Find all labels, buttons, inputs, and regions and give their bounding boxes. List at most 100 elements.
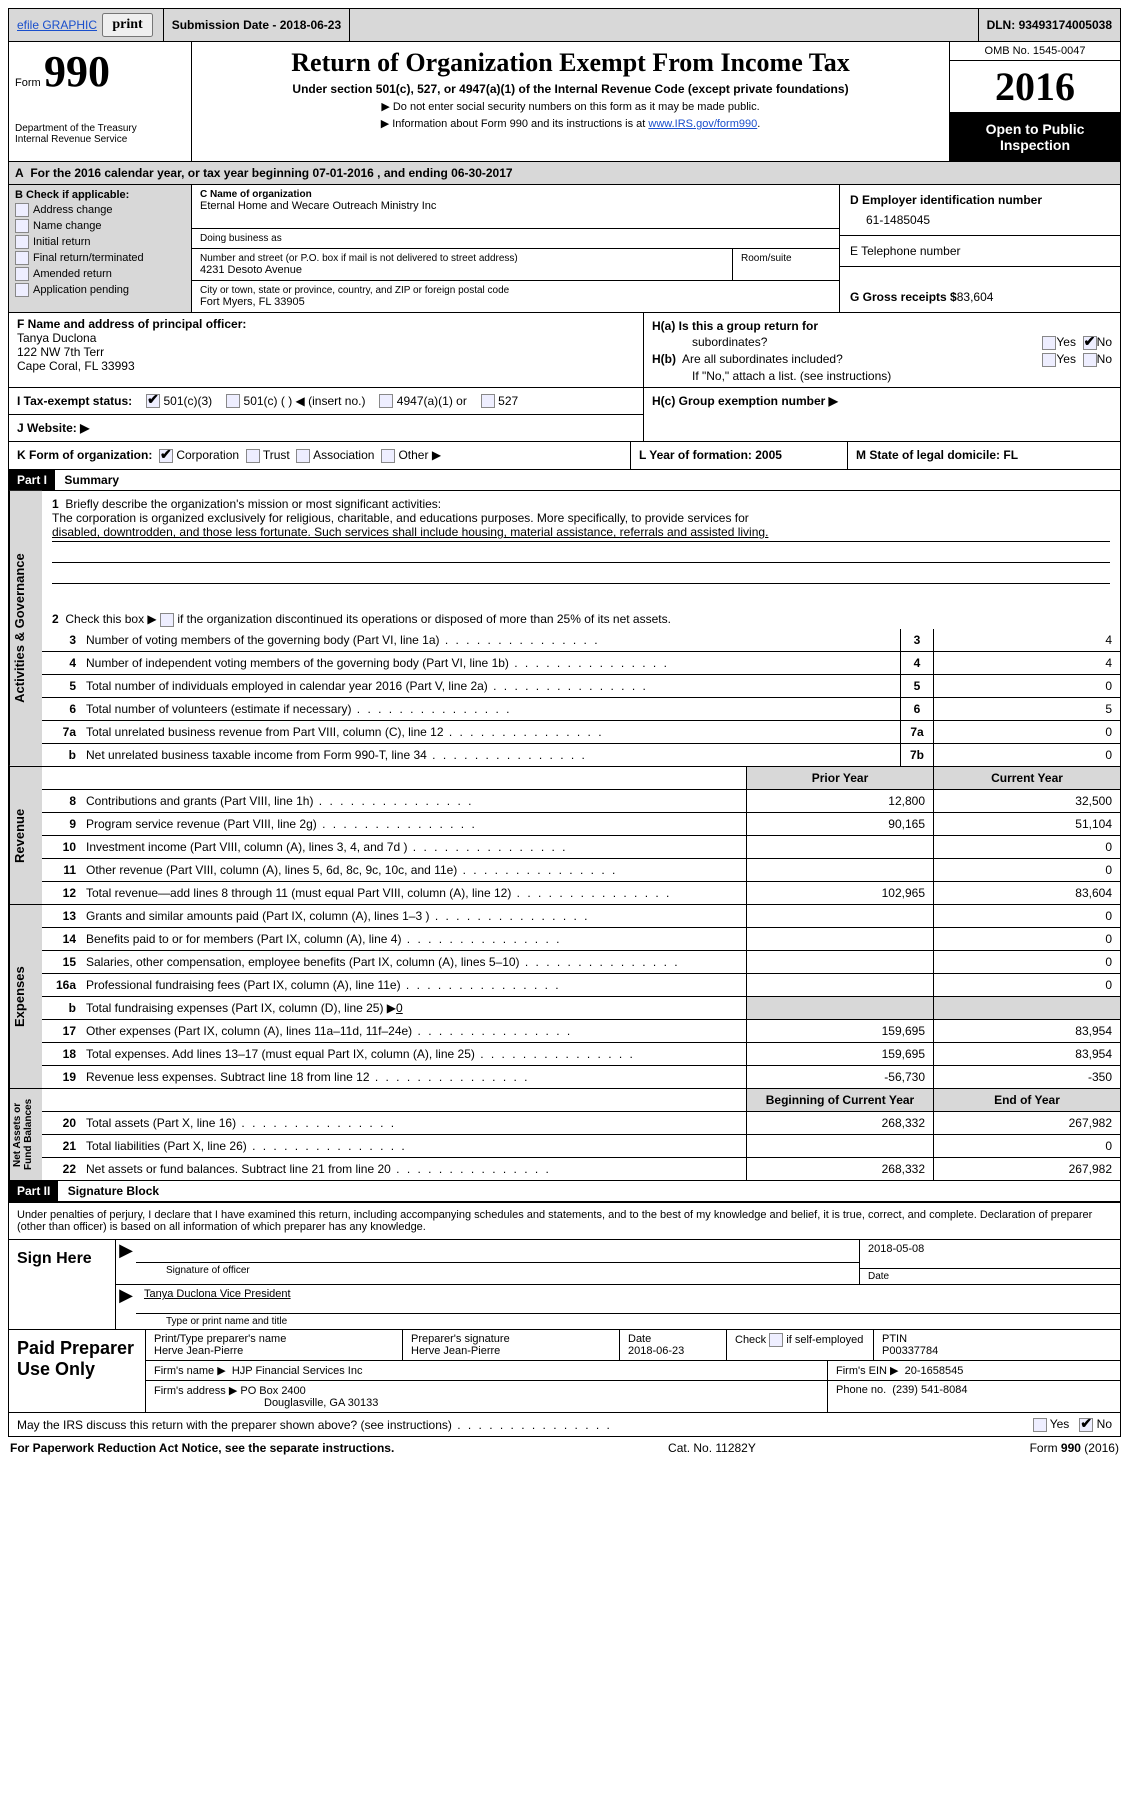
efile-link[interactable]: efile GRAPHIC (17, 18, 97, 32)
part-i-header: Part I Summary (9, 469, 1120, 491)
footer-cat: Cat. No. 11282Y (668, 1441, 756, 1455)
street: 4231 Desoto Avenue (200, 264, 724, 276)
sec-revenue: Revenue Prior Year Current Year 8 Contri… (9, 767, 1120, 905)
hdr-prior-year: Prior Year (746, 767, 933, 789)
sec-governance: Activities & Governance 1 Briefly descri… (9, 491, 1120, 767)
chk-line2[interactable] (160, 613, 174, 627)
money-line-10: 10 Investment income (Part VIII, column … (42, 835, 1120, 858)
chk-amended[interactable]: Amended return (15, 267, 185, 281)
paid-preparer-label: Paid Preparer Use Only (9, 1330, 146, 1412)
irs-discuss-row: May the IRS discuss this return with the… (8, 1413, 1121, 1437)
row-f-h: F Name and address of principal officer:… (9, 313, 1120, 388)
chk-name-change[interactable]: Name change (15, 219, 185, 233)
sig-arrow-icon: ▶ (116, 1240, 136, 1284)
state-domicile: M State of legal domicile: FL (856, 448, 1018, 462)
money-line-19: 19 Revenue less expenses. Subtract line … (42, 1065, 1120, 1088)
firm-addr: PO Box 2400 (240, 1385, 305, 1397)
dln-cell: DLN: 93493174005038 (979, 9, 1120, 41)
tax-year: 2016 (950, 61, 1120, 113)
form-id-cell: Form 990 Department of the Treasury Inte… (9, 42, 192, 161)
tab-netassets: Net Assets or Fund Balances (9, 1089, 42, 1180)
instr2: ▶ Information about Form 990 and its ins… (202, 117, 939, 130)
money-line-14: 14 Benefits paid to or for members (Part… (42, 927, 1120, 950)
chk-self-employed[interactable] (769, 1333, 783, 1347)
sig-date: 2018-05-08 (860, 1240, 1120, 1269)
line2: 2 Check this box ▶ if the organization d… (42, 612, 1120, 629)
sign-here-label: Sign Here (9, 1240, 116, 1329)
hc-label: H(c) Group exemption number ▶ (652, 394, 838, 408)
chk-final-return[interactable]: Final return/terminated (15, 251, 185, 265)
perjury-declaration: Under penalties of perjury, I declare th… (9, 1203, 1120, 1240)
gross-receipts: 83,604 (957, 290, 994, 304)
page-footer: For Paperwork Reduction Act Notice, see … (8, 1437, 1121, 1459)
col-d-ein: D Employer identification number 61-1485… (839, 185, 1120, 312)
money-line-20: 20 Total assets (Part X, line 16) 268,33… (42, 1111, 1120, 1134)
footer-right: Form 990 (2016) (1030, 1441, 1119, 1455)
ptin: P00337784 (882, 1345, 1112, 1357)
money-line-8: 8 Contributions and grants (Part VIII, l… (42, 789, 1120, 812)
officer-name: Tanya Duclona Vice President (144, 1288, 291, 1300)
chk-address-change[interactable]: Address change (15, 203, 185, 217)
sec-expenses: Expenses 13 Grants and similar amounts p… (9, 905, 1120, 1089)
line1-block: 1 Briefly describe the organization's mi… (42, 491, 1120, 541)
form-header: Form 990 Department of the Treasury Inte… (9, 42, 1120, 162)
sign-here-grid: Sign Here ▶ Signature of officer 2018-05… (9, 1240, 1120, 1330)
chk-initial-return[interactable]: Initial return (15, 235, 185, 249)
preparer-name: Herve Jean-Pierre (154, 1345, 394, 1357)
tab-revenue: Revenue (9, 767, 42, 904)
bcd-grid: B Check if applicable: Address change Na… (9, 185, 1120, 313)
gov-line-b: b Net unrelated business taxable income … (42, 743, 1120, 766)
principal-officer: F Name and address of principal officer:… (9, 313, 644, 387)
money-line-13: 13 Grants and similar amounts paid (Part… (42, 905, 1120, 927)
form-container: Form 990 Department of the Treasury Inte… (8, 42, 1121, 1203)
website-label: J Website: ▶ (17, 421, 89, 435)
gov-line-5: 5 Total number of individuals employed i… (42, 674, 1120, 697)
chk-501c3[interactable] (146, 394, 160, 408)
ha-no-checked[interactable] (1083, 336, 1097, 350)
chk-corporation[interactable] (159, 449, 173, 463)
dept-line2: Internal Revenue Service (15, 134, 185, 145)
sig-arrow-icon: ▶ (116, 1285, 136, 1329)
money-line-22: 22 Net assets or fund balances. Subtract… (42, 1157, 1120, 1180)
row-i-j-combined: I Tax-exempt status: 501(c)(3) 501(c) ( … (9, 388, 1120, 443)
money-line-21: 21 Total liabilities (Part X, line 26) 0 (42, 1134, 1120, 1157)
money-line-15: 15 Salaries, other compensation, employe… (42, 950, 1120, 973)
tab-governance: Activities & Governance (9, 491, 42, 766)
year-formation: L Year of formation: 2005 (639, 448, 782, 462)
form-number: 990 (44, 47, 110, 96)
form-title-cell: Return of Organization Exempt From Incom… (192, 42, 949, 161)
org-name: Eternal Home and Wecare Outreach Ministr… (200, 200, 831, 212)
money-line-9: 9 Program service revenue (Part VIII, li… (42, 812, 1120, 835)
money-line-12: 12 Total revenue—add lines 8 through 11 … (42, 881, 1120, 904)
money-line-17: 17 Other expenses (Part IX, column (A), … (42, 1019, 1120, 1042)
hdr-eoy: End of Year (933, 1089, 1120, 1111)
discuss-no-checked[interactable] (1079, 1418, 1093, 1432)
firm-ein: 20-1658545 (905, 1365, 964, 1377)
footer-left: For Paperwork Reduction Act Notice, see … (10, 1441, 394, 1455)
preparer-sig: Herve Jean-Pierre (411, 1345, 611, 1357)
col-b-checkboxes: B Check if applicable: Address change Na… (9, 185, 192, 312)
efile-label: efile GRAPHIC print (9, 9, 164, 41)
chk-application-pending[interactable]: Application pending (15, 283, 185, 297)
ein: 61-1485045 (850, 207, 1110, 227)
firm-phone: (239) 541-8084 (892, 1384, 967, 1396)
sig-officer-label: Signature of officer (136, 1263, 859, 1278)
hdr-current-year: Current Year (933, 767, 1120, 789)
subtitle: Under section 501(c), 527, or 4947(a)(1)… (202, 82, 939, 96)
signature-block: Under penalties of perjury, I declare th… (8, 1203, 1121, 1413)
row-k-l-m: K Form of organization: Corporation Trus… (9, 442, 1120, 469)
main-title: Return of Organization Exempt From Incom… (202, 48, 939, 78)
dept-line1: Department of the Treasury (15, 123, 185, 134)
irs-link[interactable]: www.IRS.gov/form990 (648, 118, 757, 130)
print-button[interactable]: print (102, 13, 152, 37)
ha-yesno: Yes No (1042, 335, 1112, 350)
firm-name: HJP Financial Services Inc (232, 1365, 363, 1377)
gov-line-3: 3 Number of voting members of the govern… (42, 629, 1120, 651)
gov-line-4: 4 Number of independent voting members o… (42, 651, 1120, 674)
gov-line-6: 6 Total number of volunteers (estimate i… (42, 697, 1120, 720)
tab-expenses: Expenses (9, 905, 42, 1088)
col-h-group: H(a) Is this a group return for subordin… (644, 313, 1120, 387)
discuss-yesno: Yes No (1033, 1417, 1112, 1432)
omb: OMB No. 1545-0047 (950, 42, 1120, 61)
row-a: A For the 2016 calendar year, or tax yea… (9, 162, 1120, 185)
